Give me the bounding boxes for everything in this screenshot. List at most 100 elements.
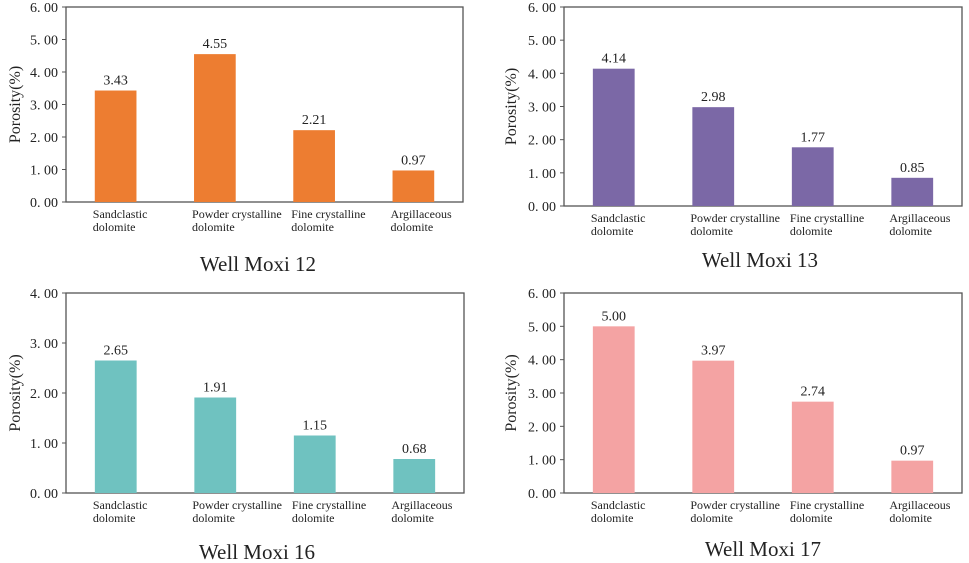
- y-axis-label: Porosity(%): [7, 66, 24, 143]
- x-category-label: Powder crystalline: [690, 498, 780, 512]
- x-category-label: dolomite: [192, 511, 235, 525]
- bar-value-label: 3.43: [103, 74, 128, 89]
- bar: [293, 130, 335, 202]
- bar-value-label: 0.68: [402, 442, 427, 457]
- y-tick-label: 0. 00: [528, 200, 556, 215]
- bar: [194, 54, 236, 202]
- bar: [791, 147, 834, 206]
- chart-title: Well Moxi 12: [200, 252, 316, 276]
- y-tick-label: 3. 00: [528, 101, 556, 116]
- bar-value-label: 0.97: [900, 444, 925, 459]
- bar-value-label: 1.15: [303, 419, 328, 434]
- x-category-label: dolomite: [790, 224, 833, 238]
- x-category-label: Powder crystalline: [192, 207, 282, 221]
- x-category-label: dolomite: [391, 511, 434, 525]
- x-category-label: Fine crystalline: [790, 498, 864, 512]
- bar-value-label: 0.85: [900, 161, 925, 176]
- bar-value-label: 2.74: [801, 385, 826, 400]
- bar-value-label: 4.14: [602, 52, 627, 67]
- x-category-label: dolomite: [690, 511, 733, 525]
- y-tick-label: 0. 00: [30, 196, 58, 211]
- bar: [392, 170, 435, 202]
- bar: [692, 360, 735, 493]
- bar: [293, 435, 336, 493]
- x-category-label: Sandclastic: [591, 211, 646, 225]
- x-category-label: Argillaceous: [889, 498, 950, 512]
- bar-value-label: 0.97: [401, 153, 426, 168]
- bar-value-label: 3.97: [701, 344, 726, 359]
- bar-value-label: 5.00: [602, 309, 627, 324]
- y-tick-label: 2. 00: [528, 134, 556, 149]
- y-tick-label: 3. 00: [30, 337, 58, 352]
- bar: [592, 68, 635, 206]
- y-tick-label: 4. 00: [528, 354, 556, 369]
- x-category-label: Argillaceous: [391, 498, 452, 512]
- chart-3: 0. 00 1. 00 2. 00 3. 00 4. 00 5. 00 6. 00 Poros…: [503, 287, 963, 561]
- bar-value-label: 1.77: [801, 130, 826, 145]
- x-category-label: Sandclastic: [93, 498, 148, 512]
- y-tick-label: 5. 00: [30, 34, 58, 49]
- bar-value-label: 1.91: [203, 381, 228, 396]
- chart-2: 0. 00 1. 00 2. 00 3. 00 4. 00 Porosity(%) 2.65…: [7, 287, 465, 563]
- y-tick-label: 4. 00: [30, 287, 58, 302]
- y-tick-label: 1. 00: [528, 167, 556, 182]
- bar-value-label: 2.98: [701, 90, 726, 105]
- y-tick-label: 1. 00: [528, 454, 556, 469]
- x-category-label: dolomite: [591, 224, 634, 238]
- bar-value-label: 2.65: [104, 344, 129, 359]
- chart-0: 0. 00 1. 00 2. 00 3. 00 4. 00 5. 00 6. 00 Poros…: [7, 1, 464, 276]
- y-tick-label: 4. 00: [30, 66, 58, 81]
- x-category-label: Fine crystalline: [292, 498, 366, 512]
- x-category-label: Sandclastic: [591, 498, 646, 512]
- y-tick-label: 2. 00: [30, 131, 58, 146]
- bar: [891, 177, 934, 206]
- x-category-label: dolomite: [690, 224, 733, 238]
- x-category-label: dolomite: [292, 511, 335, 525]
- bar: [94, 90, 137, 202]
- y-tick-label: 4. 00: [528, 67, 556, 82]
- x-category-label: dolomite: [93, 511, 136, 525]
- chart-title: Well Moxi 13: [702, 248, 818, 272]
- bar-value-label: 2.21: [302, 113, 327, 128]
- bar: [194, 397, 237, 493]
- x-category-label: dolomite: [391, 220, 434, 234]
- y-tick-label: 0. 00: [528, 487, 556, 502]
- chart-title: Well Moxi 17: [705, 537, 821, 561]
- bar: [94, 360, 137, 493]
- x-category-label: Argillaceous: [889, 211, 950, 225]
- y-tick-label: 1. 00: [30, 437, 58, 452]
- bar: [891, 460, 934, 493]
- chart-title: Well Moxi 16: [199, 540, 315, 563]
- chart-1: 0. 00 1. 00 2. 00 3. 00 4. 00 5. 00 6. 00 Poros…: [503, 1, 963, 272]
- y-tick-label: 6. 00: [528, 1, 556, 16]
- x-category-label: dolomite: [889, 511, 932, 525]
- x-category-label: Argillaceous: [391, 207, 452, 221]
- x-category-label: Powder crystalline: [690, 211, 780, 225]
- x-category-label: dolomite: [790, 511, 833, 525]
- y-axis-label: Porosity(%): [503, 354, 520, 431]
- y-tick-label: 1. 00: [30, 164, 58, 179]
- bar: [393, 459, 436, 493]
- bar: [592, 326, 635, 493]
- y-tick-label: 6. 00: [30, 1, 58, 16]
- y-tick-label: 2. 00: [30, 387, 58, 402]
- x-category-label: dolomite: [889, 224, 932, 238]
- y-tick-label: 0. 00: [30, 487, 58, 502]
- y-tick-label: 2. 00: [528, 420, 556, 435]
- x-category-label: Fine crystalline: [291, 207, 365, 221]
- bar: [692, 107, 735, 206]
- x-category-label: dolomite: [591, 511, 634, 525]
- bar: [791, 401, 834, 493]
- x-category-label: Powder crystalline: [192, 498, 282, 512]
- y-axis-label: Porosity(%): [7, 354, 24, 431]
- y-axis-label: Porosity(%): [503, 68, 520, 145]
- y-tick-label: 5. 00: [528, 34, 556, 49]
- x-category-label: Fine crystalline: [790, 211, 864, 225]
- x-category-label: Sandclastic: [93, 207, 148, 221]
- x-category-label: dolomite: [192, 220, 235, 234]
- y-tick-label: 3. 00: [528, 387, 556, 402]
- y-tick-label: 6. 00: [528, 287, 556, 302]
- x-category-label: dolomite: [93, 220, 136, 234]
- x-category-label: dolomite: [291, 220, 334, 234]
